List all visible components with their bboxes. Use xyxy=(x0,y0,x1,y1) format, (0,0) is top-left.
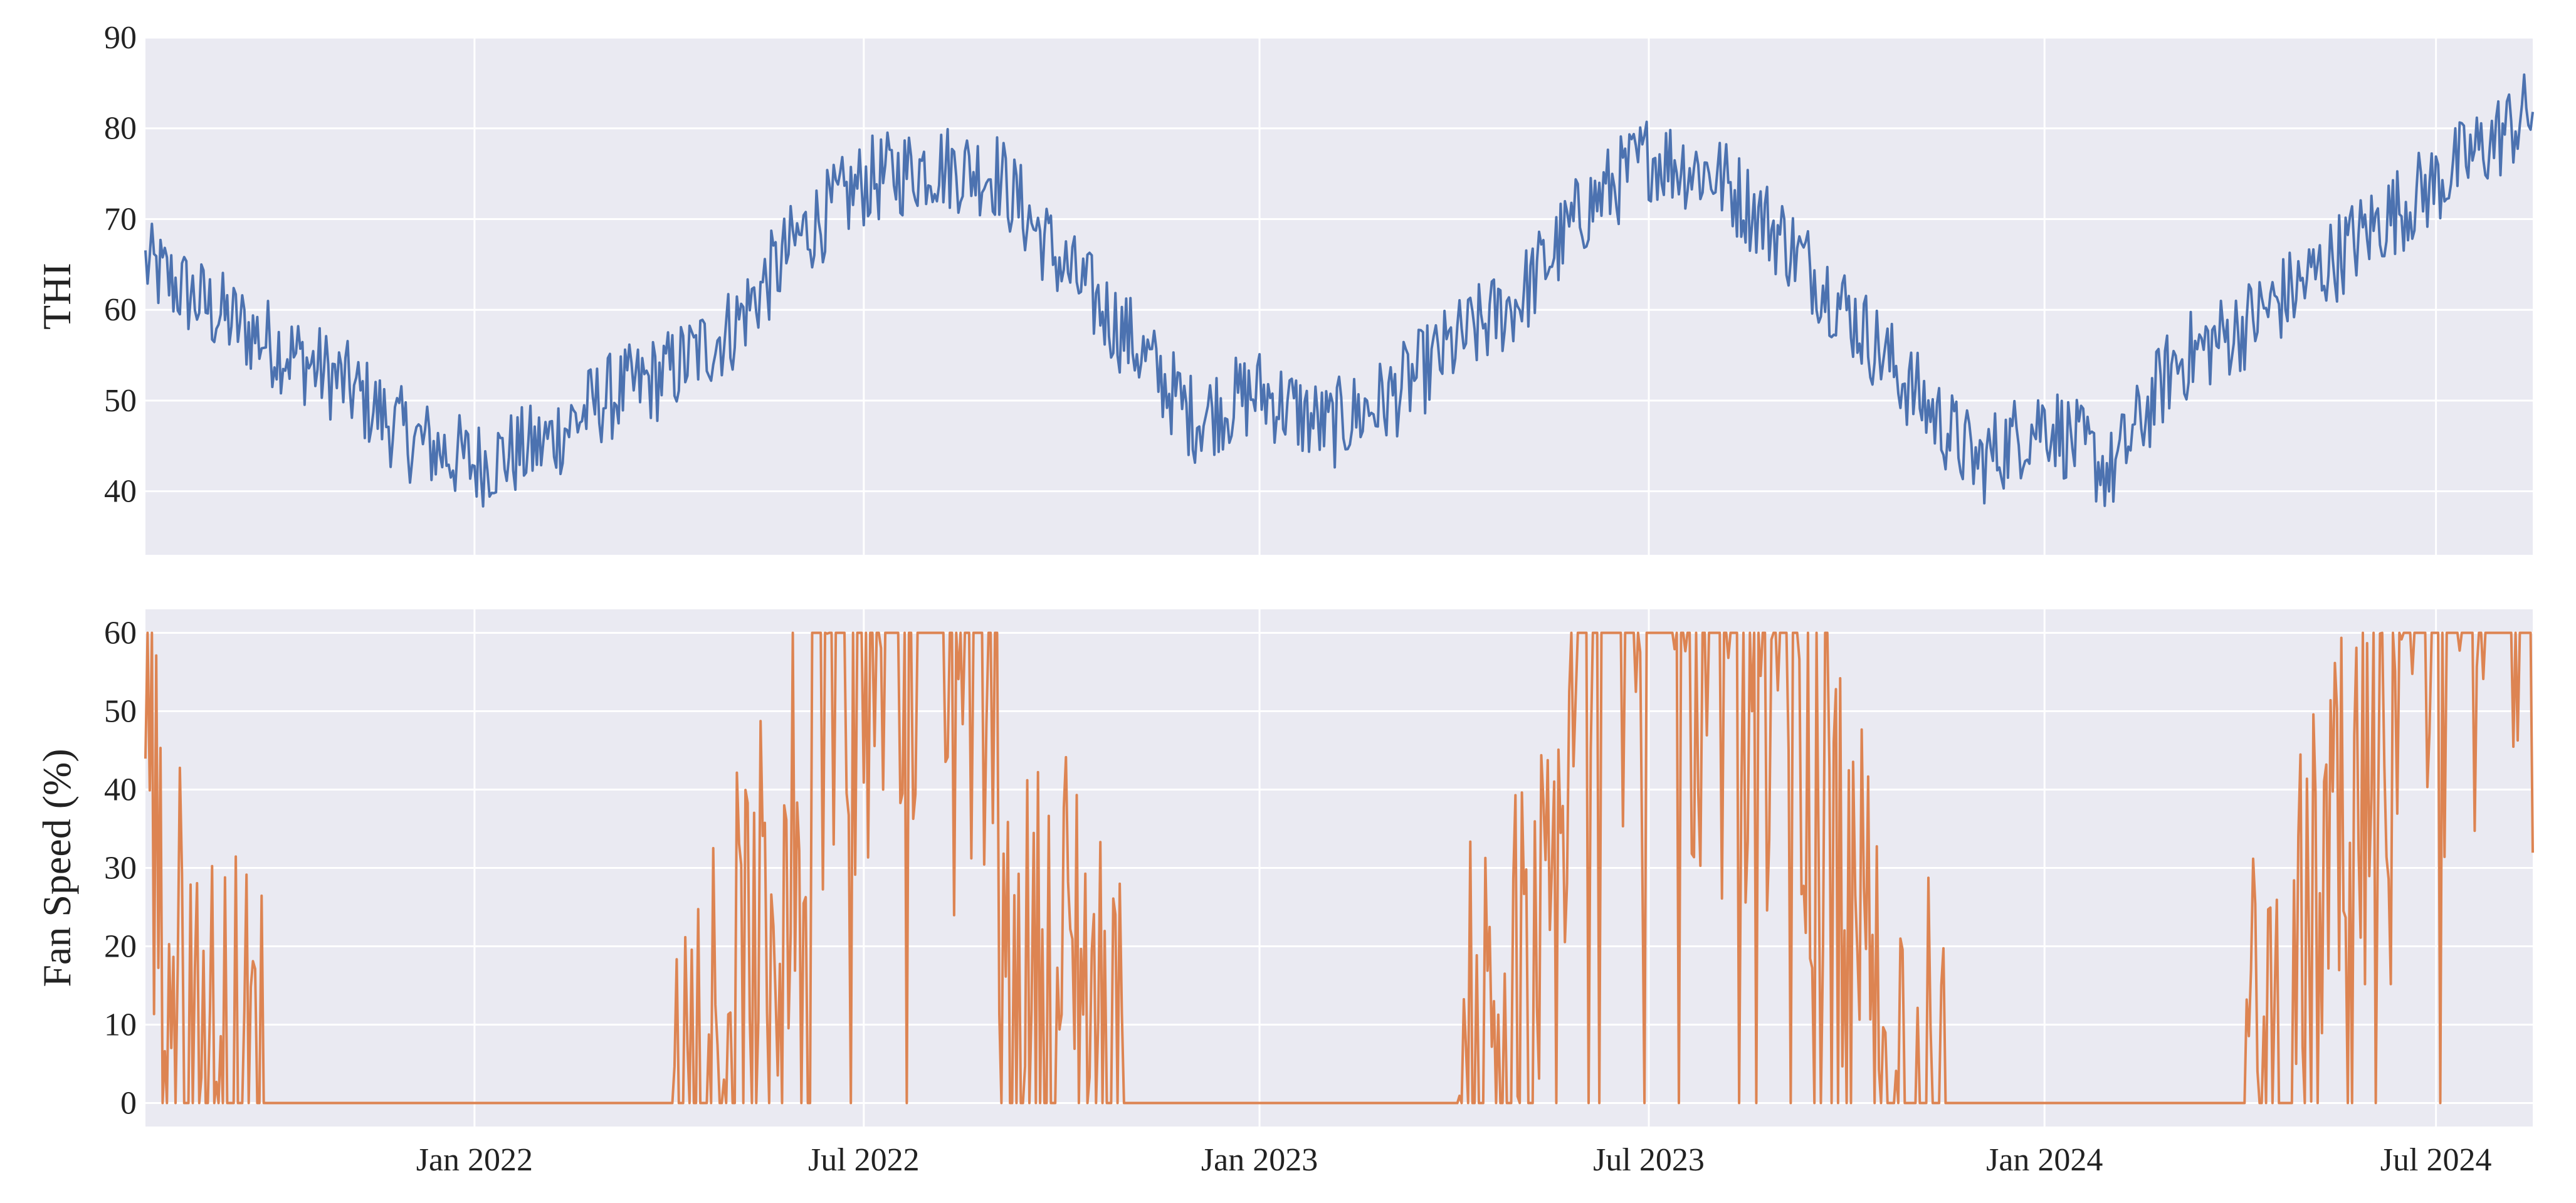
x-tick-label: Jan 2022 xyxy=(416,1142,533,1178)
plot-area xyxy=(145,38,2533,555)
x-tick-label: Jul 2022 xyxy=(808,1142,920,1178)
thi-panel: 40 50 60 70 80 90 THI xyxy=(34,20,2534,555)
y-tick-label: 0 xyxy=(120,1086,137,1122)
y-tick-label: 60 xyxy=(104,616,137,651)
y-tick-label: 60 xyxy=(104,292,137,328)
series-line xyxy=(144,73,2534,508)
y-tick-label: 40 xyxy=(104,772,137,808)
x-tick-label: Jul 2023 xyxy=(1593,1142,1705,1178)
x-tick-label: Jan 2023 xyxy=(1201,1142,1318,1178)
series-line xyxy=(144,631,2534,1105)
y-tick-label: 50 xyxy=(104,694,137,730)
y-tick-label: 20 xyxy=(104,929,137,965)
fan-speed-panel: 0 10 20 30 40 50 60 Jan 2022 Jul 2022 Jan 2023 Jul… xyxy=(34,609,2534,1178)
y-axis-label: Fan Speed (%) xyxy=(34,749,79,987)
y-tick-label: 80 xyxy=(104,111,137,147)
y-tick-label: 90 xyxy=(104,20,137,56)
y-axis-label: THI xyxy=(34,263,79,330)
y-tick-label: 30 xyxy=(104,851,137,886)
x-tick-label: Jul 2024 xyxy=(2380,1142,2492,1178)
y-tick-label: 70 xyxy=(104,201,137,237)
x-tick-label: Jan 2024 xyxy=(1986,1142,2103,1178)
y-tick-label: 10 xyxy=(104,1007,137,1043)
y-tick-label: 50 xyxy=(104,383,137,419)
y-tick-label: 40 xyxy=(104,474,137,510)
